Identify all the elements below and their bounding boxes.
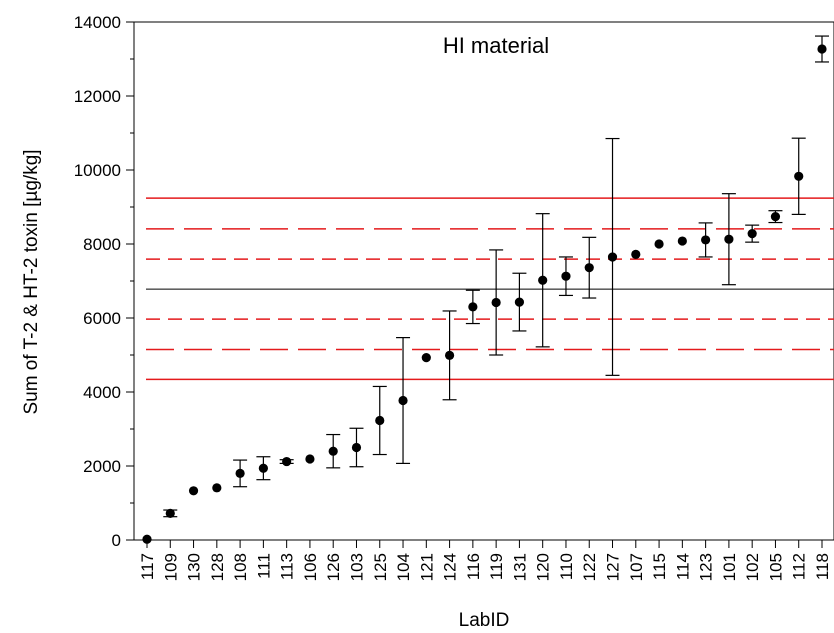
x-tick-label: 111 xyxy=(254,553,273,579)
x-tick-label: 131 xyxy=(510,553,529,581)
data-point xyxy=(561,271,571,281)
data-point xyxy=(398,395,408,406)
x-tick-label: 112 xyxy=(790,553,809,580)
data-point xyxy=(817,44,827,54)
y-tick-label: 4000 xyxy=(83,383,121,402)
x-tick-label: 109 xyxy=(161,553,180,581)
data-points xyxy=(142,44,827,544)
y-axis: 0 2000 4000 6000 8000 10000 12000 14000 xyxy=(74,13,134,550)
data-point xyxy=(794,171,804,181)
data-point xyxy=(305,454,315,464)
reference-lines xyxy=(146,197,834,381)
y-tick-label: 2000 xyxy=(83,457,121,476)
data-point xyxy=(142,534,152,544)
data-point xyxy=(514,297,525,307)
data-point xyxy=(677,236,687,246)
data-point xyxy=(631,249,641,259)
x-tick-label: 130 xyxy=(185,553,204,581)
y-tick-label: 0 xyxy=(112,531,121,550)
x-tick-label: 114 xyxy=(673,553,692,580)
data-point xyxy=(375,415,385,426)
data-point xyxy=(351,442,362,453)
chart-title: HI material xyxy=(443,33,549,58)
x-tick-label: 122 xyxy=(580,553,599,581)
data-point xyxy=(444,350,455,360)
x-tick-label: 104 xyxy=(394,553,413,581)
y-axis-title: Sum of T-2 & HT-2 toxin [µg/kg] xyxy=(21,149,42,414)
x-tick-label: 121 xyxy=(417,553,436,581)
data-point xyxy=(188,486,199,496)
data-point xyxy=(282,456,292,467)
x-tick-label: 103 xyxy=(347,553,366,581)
x-tick-label: 113 xyxy=(278,553,297,580)
y-tick-label: 10000 xyxy=(74,161,121,180)
x-tick-label: 127 xyxy=(604,553,623,581)
x-tick-label: 115 xyxy=(650,553,669,580)
x-tick-label: 106 xyxy=(301,553,320,581)
x-tick-label: 116 xyxy=(464,553,483,580)
x-tick-label: 107 xyxy=(627,553,646,581)
data-point xyxy=(328,446,338,456)
data-point xyxy=(421,352,431,363)
data-point xyxy=(235,468,245,478)
data-point xyxy=(491,297,501,308)
x-tick-label: 102 xyxy=(743,553,762,581)
y-tick-label: 8000 xyxy=(83,235,121,254)
data-point xyxy=(701,235,711,245)
data-point xyxy=(607,252,618,262)
x-tick-label: 105 xyxy=(766,553,785,581)
x-tick-label: 118 xyxy=(813,553,832,580)
y-tick-label: 6000 xyxy=(83,309,121,328)
data-point xyxy=(212,483,222,493)
x-tick-label: 101 xyxy=(720,553,739,581)
data-point xyxy=(258,463,268,473)
data-point xyxy=(165,508,175,518)
x-tick-label: 117 xyxy=(138,553,157,580)
data-point xyxy=(468,302,478,312)
data-point xyxy=(584,263,594,273)
y-tick-label: 12000 xyxy=(74,87,121,106)
y-tick-label: 14000 xyxy=(74,13,121,32)
x-axis: 117 109 130 128 108 111 113 106 126 103 125 104 121 1… xyxy=(138,540,832,581)
x-axis-title: LabID xyxy=(459,610,510,631)
data-point xyxy=(770,212,781,222)
x-tick-label: 123 xyxy=(697,553,716,581)
x-tick-label: 119 xyxy=(487,553,506,580)
data-point xyxy=(538,275,548,285)
error-bars xyxy=(163,35,829,518)
x-tick-label: 128 xyxy=(208,553,227,581)
x-tick-label: 126 xyxy=(324,553,343,581)
x-tick-label: 124 xyxy=(441,553,460,581)
x-tick-label: 110 xyxy=(557,553,576,580)
data-point xyxy=(724,234,734,244)
data-point xyxy=(654,239,664,249)
x-tick-label: 125 xyxy=(371,553,390,581)
data-point xyxy=(747,229,757,239)
x-tick-label: 120 xyxy=(534,553,553,581)
x-tick-label: 108 xyxy=(231,553,250,581)
